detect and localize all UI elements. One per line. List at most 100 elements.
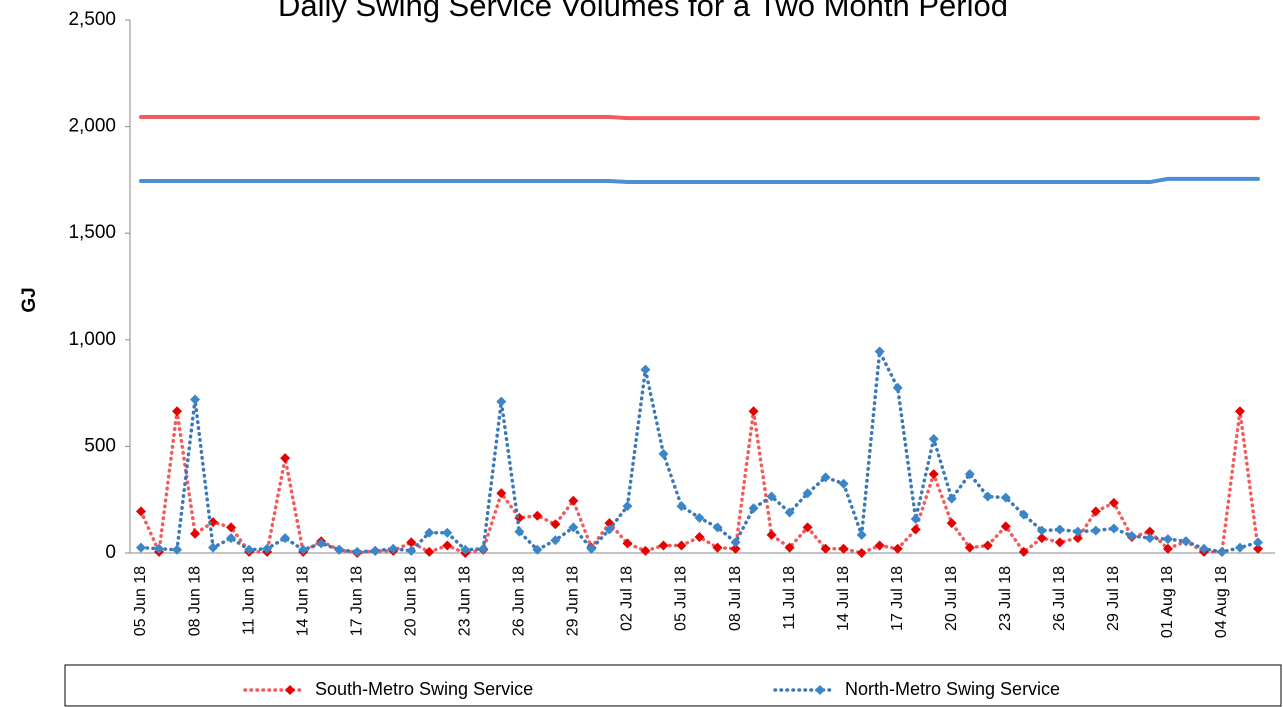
data-point xyxy=(1144,526,1155,537)
data-point xyxy=(892,543,903,554)
data-point xyxy=(478,543,489,554)
data-point xyxy=(730,543,741,554)
data-point xyxy=(1162,534,1173,545)
data-point xyxy=(532,544,543,555)
x-tick-label: 20 Jul 18 xyxy=(943,566,960,631)
legend-label: North-Metro Swing Service xyxy=(845,679,1060,699)
data-point xyxy=(676,540,687,551)
data-point xyxy=(136,506,146,517)
data-point xyxy=(226,522,237,533)
y-tick-label: 1,000 xyxy=(68,329,116,350)
data-point xyxy=(748,406,759,417)
data-point xyxy=(1180,536,1191,547)
data-point xyxy=(1072,526,1083,537)
data-point xyxy=(1234,406,1245,417)
data-point xyxy=(604,524,615,535)
data-point xyxy=(496,396,507,407)
data-point xyxy=(712,542,723,553)
data-point xyxy=(982,540,993,551)
data-point xyxy=(172,544,183,555)
data-point xyxy=(280,453,291,464)
data-point xyxy=(838,478,849,489)
data-point xyxy=(136,542,146,553)
data-point xyxy=(928,433,939,444)
data-point xyxy=(1198,543,1209,554)
data-point xyxy=(658,448,669,459)
x-tick-label: 14 Jul 18 xyxy=(835,566,852,631)
x-tick-label: 05 Jun 18 xyxy=(132,566,149,636)
data-point xyxy=(514,526,525,537)
data-point xyxy=(586,543,597,554)
data-point xyxy=(874,540,885,551)
y-tick-label: 2,000 xyxy=(68,116,116,137)
data-point xyxy=(622,538,633,549)
data-point xyxy=(784,542,795,553)
data-point xyxy=(694,512,705,523)
data-point xyxy=(352,546,363,557)
data-point xyxy=(550,535,561,546)
x-tick-label: 02 Jul 18 xyxy=(619,566,636,631)
y-tick-label: 2,500 xyxy=(68,9,116,30)
reference-line xyxy=(139,176,1260,185)
legend-box xyxy=(64,664,1282,707)
data-point xyxy=(1253,543,1263,554)
data-point xyxy=(1054,524,1065,535)
data-point xyxy=(928,469,939,480)
data-point xyxy=(1234,542,1245,553)
data-point xyxy=(190,528,201,539)
data-point xyxy=(1126,530,1137,541)
x-tick-label: 11 Jul 18 xyxy=(781,566,798,630)
data-point xyxy=(712,522,723,533)
y-tick-label: 1,500 xyxy=(68,222,116,243)
data-point xyxy=(568,522,579,533)
series-line xyxy=(139,409,1260,555)
x-tick-label: 23 Jun 18 xyxy=(457,566,474,636)
data-point xyxy=(424,527,435,538)
legend-marker xyxy=(285,685,295,695)
data-point xyxy=(766,491,777,502)
data-point xyxy=(694,532,705,543)
x-tick-label: 20 Jun 18 xyxy=(402,566,419,636)
data-point xyxy=(1216,546,1227,557)
x-tick-label: 11 Jun 18 xyxy=(240,566,257,635)
data-point xyxy=(496,488,507,499)
data-point xyxy=(460,544,471,555)
data-point xyxy=(334,544,345,555)
legend-label: South-Metro Swing Service xyxy=(315,679,533,699)
data-point xyxy=(766,529,777,540)
x-tick-label: 14 Jun 18 xyxy=(294,566,311,636)
data-point xyxy=(910,513,921,524)
x-tick-label: 26 Jul 18 xyxy=(1051,566,1068,631)
data-point xyxy=(640,364,651,375)
data-point xyxy=(1018,546,1029,557)
data-point xyxy=(784,507,795,518)
data-point xyxy=(1036,533,1047,544)
data-point xyxy=(1054,537,1065,548)
data-point xyxy=(262,543,273,554)
data-point xyxy=(424,546,435,557)
y-tick-label: 500 xyxy=(84,435,116,456)
x-tick-label: 26 Jun 18 xyxy=(511,566,528,636)
x-tick-label: 08 Jul 18 xyxy=(727,566,744,631)
data-point xyxy=(1253,537,1263,548)
legend-marker xyxy=(815,685,825,695)
data-point xyxy=(1090,506,1101,517)
x-tick-label: 17 Jun 18 xyxy=(348,566,365,636)
reference-line xyxy=(139,115,1260,121)
data-point xyxy=(658,540,669,551)
x-tick-label: 29 Jun 18 xyxy=(565,566,582,636)
data-point xyxy=(298,544,309,555)
data-point xyxy=(154,543,165,554)
data-point xyxy=(1108,497,1119,508)
data-point xyxy=(910,524,921,535)
x-tick-label: 23 Jul 18 xyxy=(997,566,1014,631)
data-point xyxy=(1000,492,1011,503)
data-point xyxy=(208,542,219,553)
data-point xyxy=(244,544,255,555)
data-point xyxy=(946,518,957,529)
x-tick-label: 01 Aug 18 xyxy=(1159,566,1176,638)
x-tick-label: 05 Jul 18 xyxy=(673,566,690,631)
data-point xyxy=(964,542,975,553)
data-point xyxy=(172,406,183,417)
